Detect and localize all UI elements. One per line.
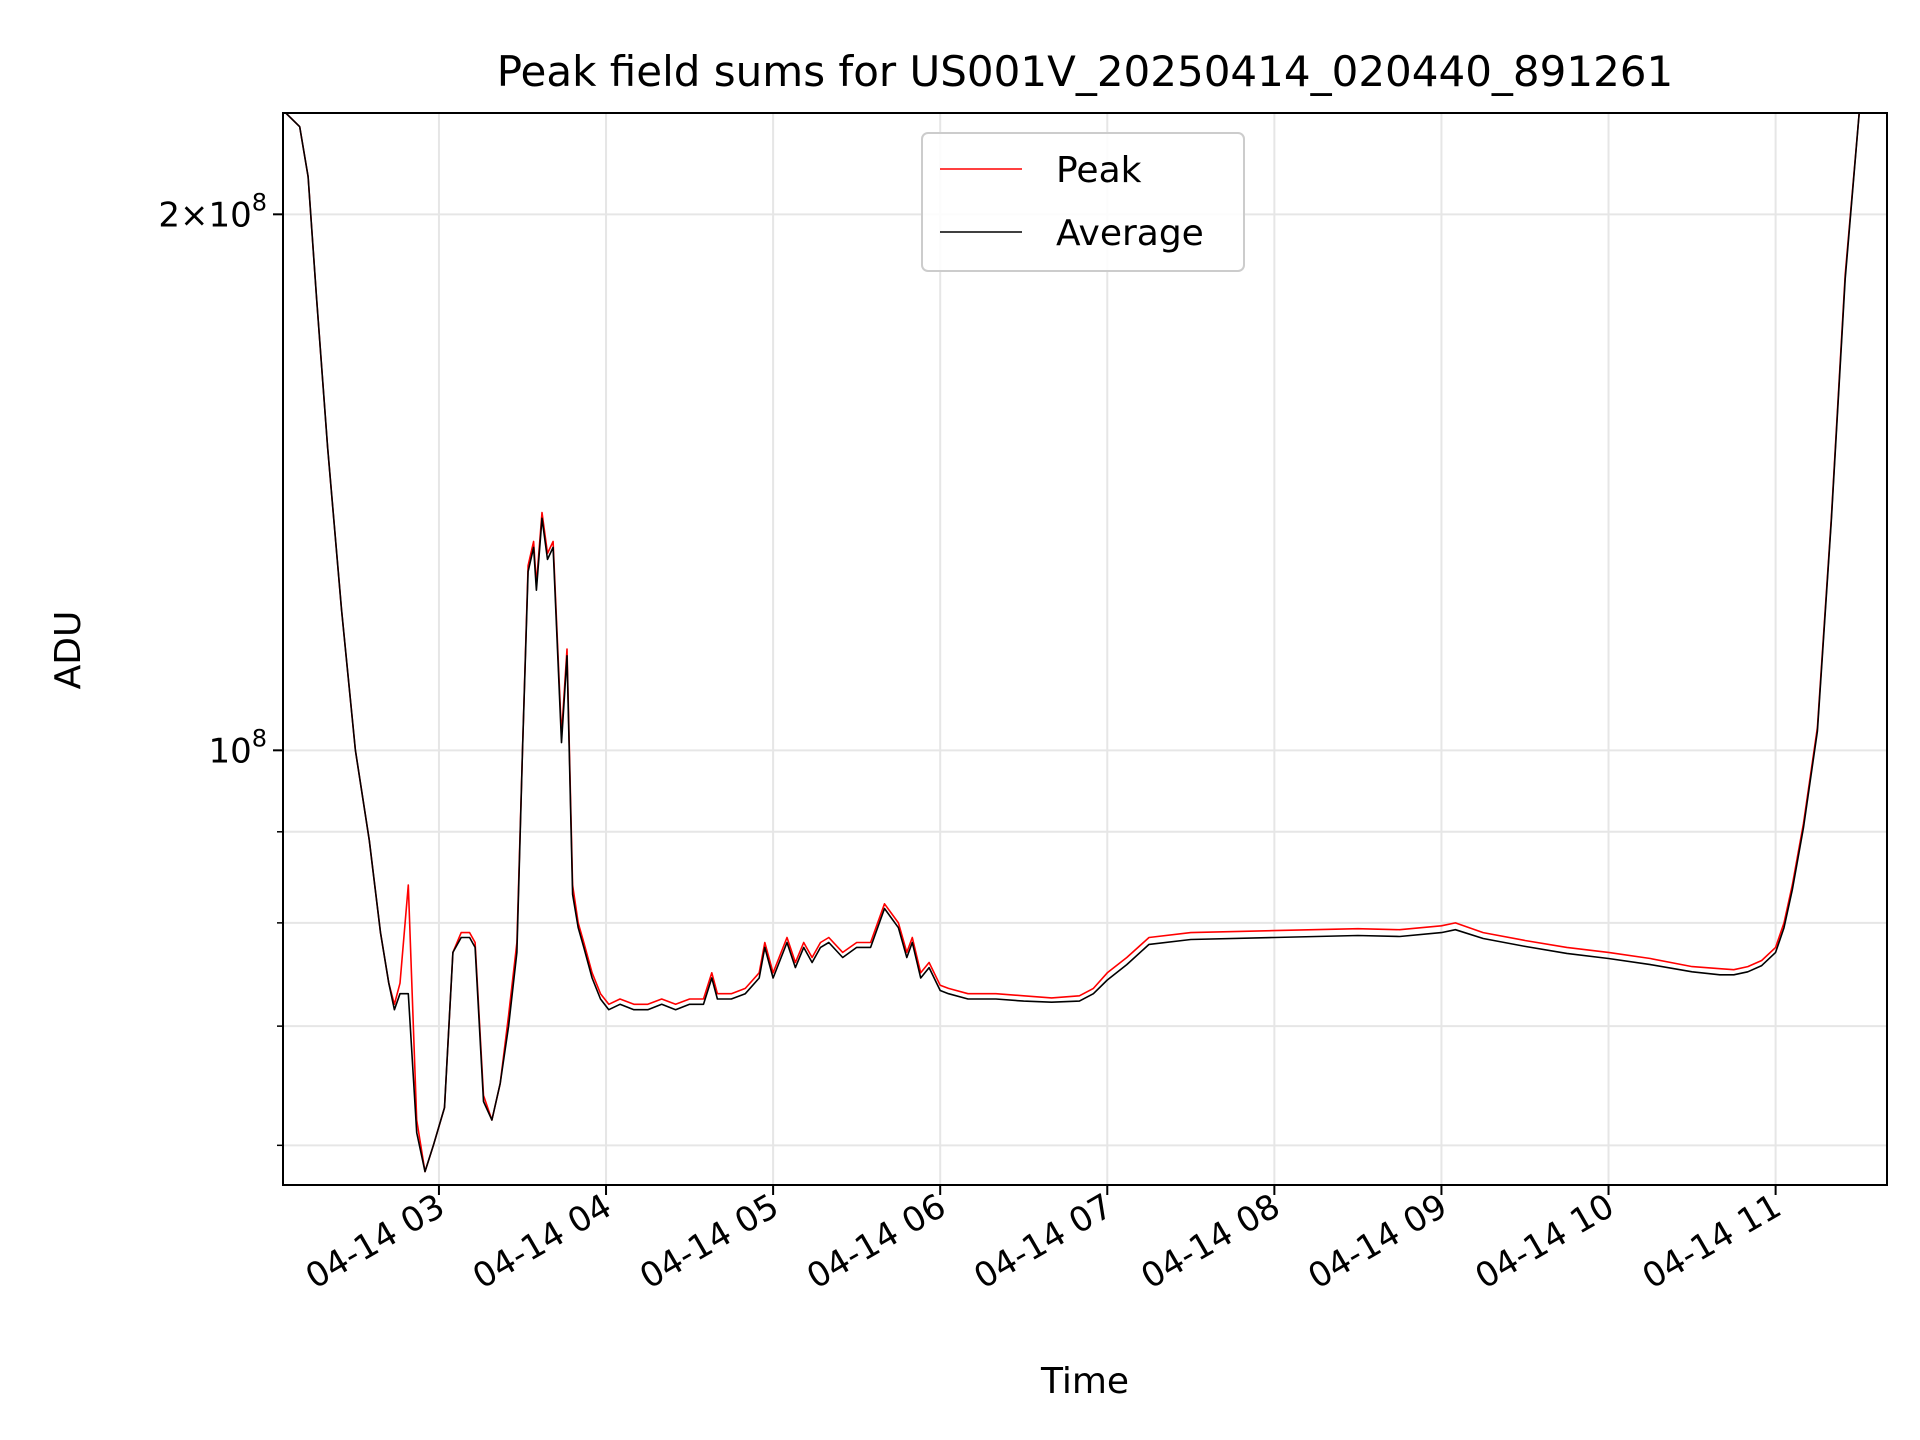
chart-title: Peak field sums for US001V_20250414_0204…	[497, 47, 1674, 96]
y-tick-label-mantissa: 2	[158, 195, 180, 235]
y-tick-label-exp: 8	[252, 188, 267, 216]
series-line-peak	[285, 113, 1887, 1173]
y-tick-label-times: ×	[180, 195, 209, 235]
series-line-average	[285, 113, 1887, 1173]
plot-lines	[285, 113, 1887, 1173]
y-tick-label-base: 10	[208, 731, 251, 771]
axes-frame	[282, 112, 1888, 1186]
legend-label-average: Average	[1056, 213, 1204, 254]
y-tick-label-base: 10	[208, 195, 251, 235]
legend-box	[921, 132, 1245, 272]
legend: Peak Average	[921, 132, 1245, 272]
legend-label-peak: Peak	[1056, 150, 1142, 191]
y-tick-label: 108	[208, 724, 267, 771]
y-tick-label-exp: 8	[252, 724, 267, 752]
y-tick-label: 2×108	[158, 188, 267, 235]
y-axis-label: ADU	[48, 611, 89, 690]
x-axis-label: Time	[1040, 1361, 1129, 1402]
